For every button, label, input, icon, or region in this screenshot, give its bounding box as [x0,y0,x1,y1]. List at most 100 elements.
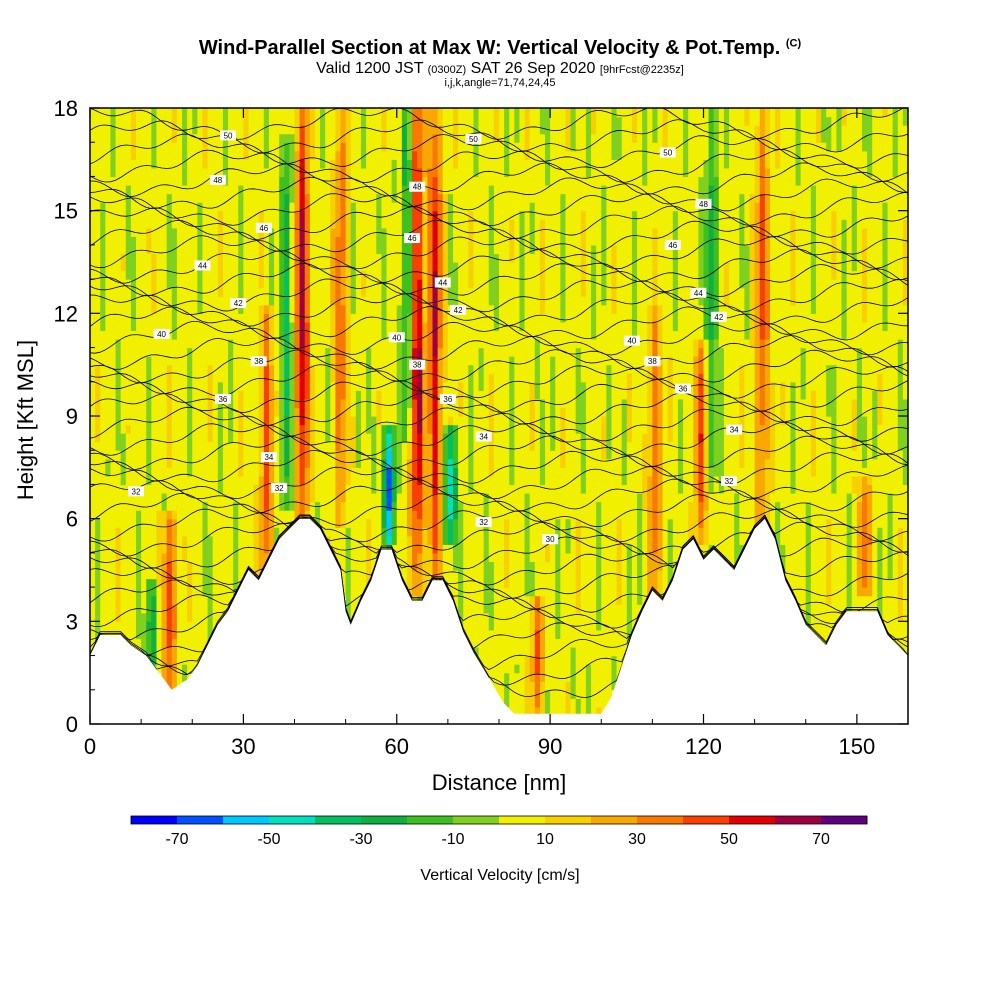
velocity-cell [483,587,490,597]
velocity-cell [95,578,101,588]
velocity-cell [447,270,454,280]
velocity-cell [253,304,260,314]
velocity-cell [263,458,270,468]
velocity-cell [463,527,469,537]
velocity-cell [151,185,158,195]
velocity-cell [314,116,321,126]
velocity-cell [499,321,505,332]
velocity-cell [396,373,403,383]
velocity-cell [136,612,142,622]
velocity-cell [202,210,209,220]
velocity-cell [202,390,209,400]
velocity-cell [427,390,434,400]
velocity-cell [391,441,398,451]
velocity-cell [299,390,306,400]
velocity-cell [406,210,413,220]
velocity-cell [335,398,342,409]
velocity-cell [151,595,158,605]
velocity-cell [125,604,132,614]
velocity-cell [376,433,383,443]
velocity-cell [120,604,127,614]
velocity-cell [187,108,193,118]
velocity-cell [182,193,188,203]
velocity-cell [320,364,326,374]
velocity-cell [422,398,429,409]
velocity-cell [493,570,500,580]
velocity-cell [222,227,229,237]
velocity-cell [386,167,393,178]
velocity-cell [136,193,142,203]
velocity-cell [212,313,219,323]
velocity-cell [452,210,459,220]
velocity-cell [156,210,163,220]
velocity-cell [309,296,316,306]
velocity-cell [263,133,270,143]
velocity-cell [217,270,224,280]
velocity-cell [187,484,193,494]
velocity-cell [355,202,362,212]
velocity-cell [151,108,158,118]
velocity-cell [473,424,480,434]
velocity-cell [499,185,505,195]
velocity-cell [432,287,439,297]
velocity-cell [253,116,260,126]
velocity-cell [248,236,255,246]
velocity-cell [447,244,454,255]
velocity-cell [192,270,198,280]
velocity-cell [253,510,260,520]
velocity-cell [222,253,229,263]
velocity-cell [228,339,234,349]
velocity-cell [130,561,137,571]
velocity-cell [371,330,377,340]
velocity-cell [355,236,362,246]
velocity-cell [151,398,158,409]
velocity-cell [452,595,459,605]
velocity-cell [478,330,485,340]
velocity-cell [320,518,326,528]
velocity-cell [222,467,229,477]
velocity-cell [463,621,469,631]
velocity-cell [90,244,96,255]
velocity-cell [366,244,372,255]
velocity-cell [381,441,388,451]
velocity-cell [274,279,280,289]
velocity-cell [376,108,383,118]
velocity-cell [238,441,244,451]
velocity-cell [504,373,510,383]
velocity-cell [360,347,367,357]
velocity-cell [330,441,336,451]
velocity-cell [417,475,423,486]
velocity-cell [437,142,444,152]
velocity-cell [371,253,377,263]
velocity-cell [478,287,485,297]
velocity-cell [376,441,383,451]
velocity-cell [452,116,459,126]
velocity-cell [391,193,398,203]
velocity-cell [488,356,495,366]
velocity-cell [120,202,127,212]
velocity-cell [125,279,132,289]
velocity-cell [447,330,454,340]
velocity-cell [268,339,275,349]
velocity-cell [110,381,117,391]
velocity-cell [248,398,255,409]
velocity-cell [182,279,188,289]
velocity-cell [304,313,311,323]
velocity-cell [202,321,209,332]
velocity-cell [161,373,168,383]
velocity-cell [427,527,434,537]
velocity-cell [192,604,198,614]
velocity-cell [136,561,142,571]
velocity-cell [514,501,521,511]
velocity-cell [396,424,403,434]
velocity-cell [130,390,137,400]
velocity-cell [100,398,106,409]
velocity-cell [493,681,500,691]
velocity-cell [105,629,112,640]
velocity-cell [391,287,398,297]
velocity-cell [463,236,469,246]
velocity-cell [125,304,132,314]
velocity-cell [161,339,168,349]
velocity-cell [228,125,234,135]
velocity-cell [442,510,449,520]
